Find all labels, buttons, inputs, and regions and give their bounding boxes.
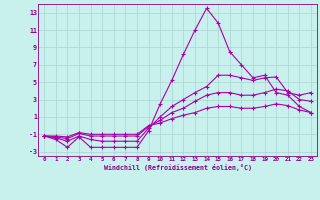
X-axis label: Windchill (Refroidissement éolien,°C): Windchill (Refroidissement éolien,°C)	[104, 164, 252, 171]
